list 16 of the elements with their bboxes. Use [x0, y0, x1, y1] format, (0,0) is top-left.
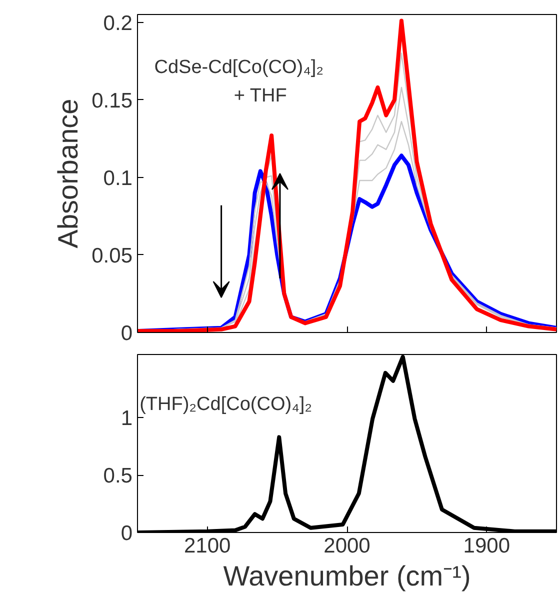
x-tick-label: 2000 — [324, 534, 370, 558]
y-tick-label: 0.15 — [92, 89, 133, 112]
x-axis-title: Wavenumber (cm⁻¹) — [223, 560, 471, 592]
y-tick-label: 0 — [120, 522, 133, 545]
annotation: CdSe-Cd[Co(CO)₄]₂ — [154, 57, 324, 78]
y-tick-label: 1 — [120, 407, 133, 430]
annotation: + THF — [234, 86, 287, 107]
y-tick-label: 0 — [120, 322, 133, 345]
annotation: (THF)₂Cd[Co(CO)₄]₂ — [140, 394, 312, 416]
y-axis-title: Absorbance — [52, 98, 84, 248]
y-tick-label: 0.1 — [103, 166, 133, 190]
y-tick-label: 0.2 — [103, 12, 133, 35]
x-tick-label: 2100 — [184, 534, 231, 558]
y-tick-label: 0.05 — [92, 244, 133, 268]
x-tick-label: 1900 — [463, 534, 510, 558]
y-tick-label: 0.5 — [103, 464, 133, 488]
